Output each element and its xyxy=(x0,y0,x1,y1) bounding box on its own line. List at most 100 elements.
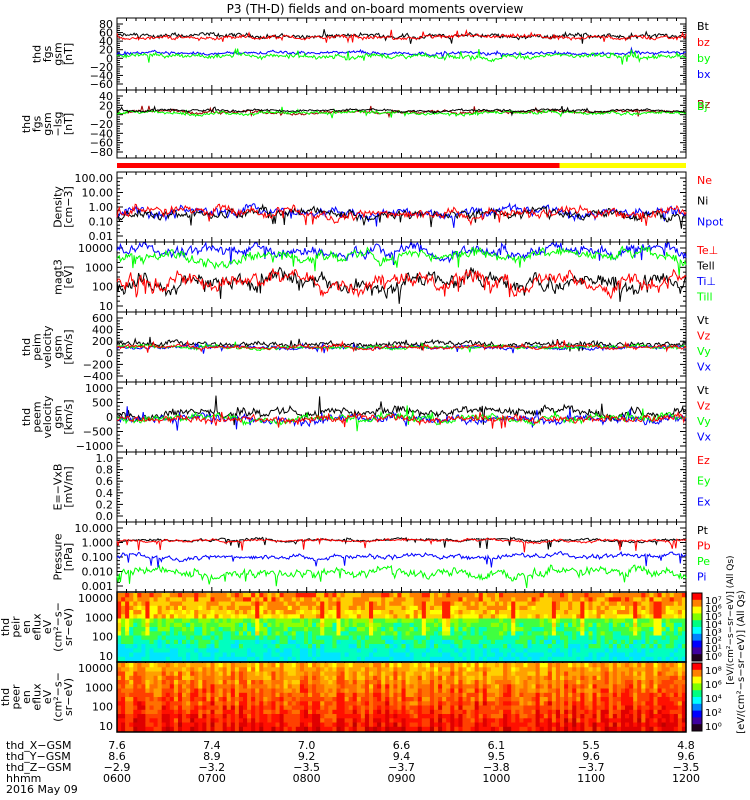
heatmap-cell xyxy=(527,622,533,628)
heatmap-cell xyxy=(129,718,134,724)
heatmap-cell xyxy=(637,631,642,637)
heatmap-cell xyxy=(214,593,220,598)
heatmap-cell xyxy=(344,718,350,724)
heatmap-cell xyxy=(222,663,228,668)
heatmap-cell xyxy=(669,648,675,654)
heatmap-cell xyxy=(182,601,187,607)
heatmap-cell xyxy=(669,622,675,628)
heatmap-cell xyxy=(247,671,252,677)
heatmap-cell xyxy=(129,688,134,694)
heatmap-cell xyxy=(121,718,126,724)
heatmap-cell xyxy=(255,688,260,694)
heatmap-cell xyxy=(267,601,273,607)
heatmap-cell xyxy=(531,656,537,662)
heatmap-cell xyxy=(206,618,212,624)
colorbar-tick-label: 10³ xyxy=(705,628,722,639)
heatmap-cell xyxy=(336,709,342,715)
heatmap-cell xyxy=(458,593,464,598)
heatmap-cell xyxy=(222,656,228,662)
heatmap-cell xyxy=(547,610,553,615)
heatmap-cell xyxy=(247,593,252,598)
heatmap-cell xyxy=(247,709,252,715)
heatmap-cell xyxy=(336,635,342,641)
heatmap-cell xyxy=(332,639,338,645)
heatmap-cell xyxy=(299,705,305,711)
heatmap-cell xyxy=(547,601,553,607)
heatmap-cell xyxy=(385,627,390,632)
heatmap-cell xyxy=(462,644,468,649)
heatmap-cell xyxy=(283,631,289,637)
y-tick-label: 1.00 xyxy=(89,201,114,214)
heatmap-cell xyxy=(429,635,435,641)
heatmap-cell xyxy=(612,597,618,603)
heatmap-cell xyxy=(145,593,151,598)
heatmap-cell xyxy=(328,614,333,620)
heatmap-cell xyxy=(153,718,159,724)
heatmap-cell xyxy=(584,639,590,645)
heatmap-cell xyxy=(316,597,321,603)
heatmap-cell xyxy=(218,593,224,598)
y-tick-label: 100 xyxy=(92,631,113,644)
heatmap-cell xyxy=(275,671,281,677)
heatmap-cell xyxy=(238,663,244,668)
heatmap-cell xyxy=(324,697,329,702)
heatmap-cell xyxy=(145,722,151,728)
heatmap-cell xyxy=(230,631,236,637)
heatmap-cell xyxy=(539,644,545,649)
heatmap-cell xyxy=(194,684,199,690)
heatmap-cell xyxy=(519,597,525,603)
heatmap-cell xyxy=(442,601,447,607)
heatmap-cell xyxy=(226,648,232,654)
heatmap-cell xyxy=(283,714,289,719)
heatmap-cell xyxy=(641,614,646,620)
heatmap-cell xyxy=(320,631,325,637)
heatmap-cell xyxy=(291,709,297,715)
heatmap-cell xyxy=(677,635,683,641)
heatmap-cell xyxy=(332,692,338,698)
heatmap-cell xyxy=(121,622,126,628)
heatmap-cell xyxy=(539,614,545,620)
heatmap-cell xyxy=(214,705,220,711)
heatmap-cell xyxy=(259,697,264,702)
heatmap-cell xyxy=(145,726,151,732)
heatmap-cell xyxy=(482,627,488,632)
heatmap-cell xyxy=(291,631,297,637)
heatmap-cell xyxy=(218,684,224,690)
series-line-vt xyxy=(116,395,687,426)
heatmap-cell xyxy=(186,656,191,662)
heatmap-cell xyxy=(267,631,273,637)
heatmap-cell xyxy=(141,722,147,728)
heatmap-cell xyxy=(141,597,147,603)
heatmap-cell xyxy=(673,597,679,603)
heatmap-cell xyxy=(637,652,642,658)
heatmap-cell xyxy=(360,631,366,637)
heatmap-cell xyxy=(401,597,407,603)
heatmap-cell xyxy=(649,622,655,628)
heatmap-cell xyxy=(324,627,329,632)
heatmap-cell xyxy=(580,593,585,598)
heatmap-cell xyxy=(275,618,281,624)
heatmap-cell xyxy=(397,610,403,615)
heatmap-cell xyxy=(222,726,228,732)
heatmap-cell xyxy=(117,726,122,732)
heatmap-cell xyxy=(604,610,610,615)
heatmap-cell xyxy=(413,622,419,628)
heatmap-cell xyxy=(133,618,138,624)
heatmap-cell xyxy=(551,639,557,645)
y-axis-label: fgs xyxy=(41,45,54,62)
heatmap-cell xyxy=(291,648,297,654)
heatmap-cell xyxy=(275,652,281,658)
heatmap-cell xyxy=(568,631,573,637)
heatmap-cell xyxy=(385,631,390,637)
heatmap-cell xyxy=(186,705,191,711)
heatmap-cell xyxy=(161,652,167,658)
heatmap-cell xyxy=(673,618,679,624)
heatmap-cell xyxy=(238,680,244,685)
heatmap-cell xyxy=(507,597,512,603)
heatmap-cell xyxy=(377,605,382,611)
heatmap-cell xyxy=(356,639,362,645)
heatmap-cell xyxy=(125,680,130,685)
y-tick-label: 0.8 xyxy=(96,464,114,477)
heatmap-cell xyxy=(295,644,301,649)
heatmap-cell xyxy=(283,718,289,724)
